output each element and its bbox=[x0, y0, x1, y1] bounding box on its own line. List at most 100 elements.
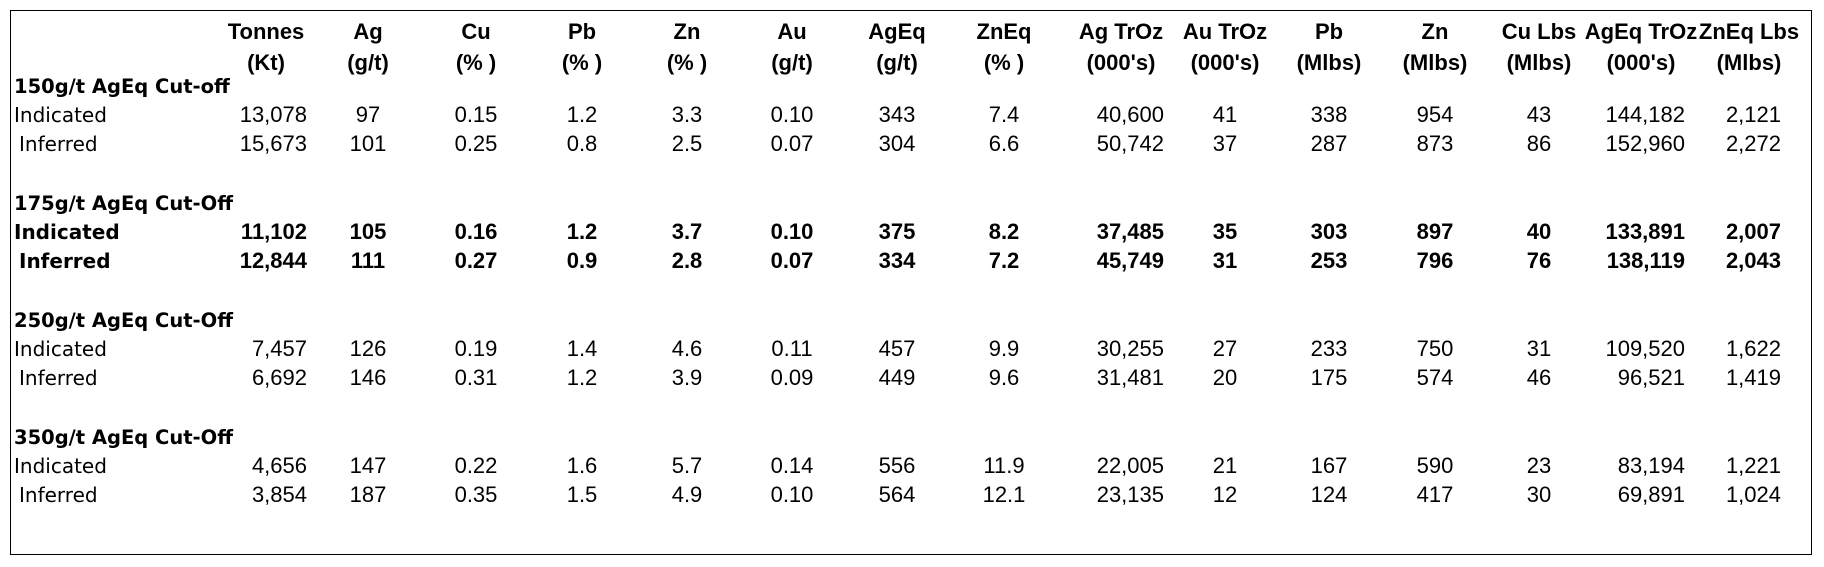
table-cell: 0.10 bbox=[770, 219, 814, 244]
column-header-title: Pb bbox=[567, 19, 597, 44]
table-cell: 23 bbox=[1526, 453, 1552, 478]
cutoff-section-title: 250g/t AgEq Cut-Off bbox=[11, 305, 1811, 337]
table-cell: 873 bbox=[1416, 131, 1454, 156]
table-cell: 101 bbox=[349, 131, 387, 156]
table-cell: 750 bbox=[1416, 336, 1454, 361]
table-cell: 1,221 bbox=[1725, 453, 1781, 478]
table-cell: 1.6 bbox=[566, 453, 598, 478]
table-cell: 31 bbox=[1212, 248, 1238, 273]
table-cell: 45,749 bbox=[1096, 248, 1164, 273]
table-cell: 1,419 bbox=[1725, 365, 1781, 390]
table-cell: 27 bbox=[1212, 336, 1238, 361]
table-cell: 0.10 bbox=[770, 482, 814, 507]
table-cell: 46 bbox=[1526, 365, 1552, 390]
table-cell: 152,960 bbox=[1605, 131, 1685, 156]
table-cell: 124 bbox=[1310, 482, 1348, 507]
table-cell: 954 bbox=[1416, 102, 1454, 127]
cutoff-section-title: 150g/t AgEq Cut-off bbox=[11, 71, 1811, 103]
column-header: Ag (g/t) bbox=[323, 16, 413, 78]
table-header: Tonnes (Kt) Ag (g/t) Cu (% ) Pb (% ) Zn (% ) Au (g/… bbox=[11, 16, 1811, 82]
column-header-title: Au bbox=[777, 19, 807, 44]
table-cell: 40,600 bbox=[1096, 102, 1164, 127]
column-header-title: Pb bbox=[1314, 19, 1344, 44]
column-header: Cu Lbs (Mlbs) bbox=[1489, 16, 1589, 78]
table-cell: 334 bbox=[878, 248, 916, 273]
column-header-title: AgEq bbox=[868, 19, 926, 44]
column-header: Cu (% ) bbox=[431, 16, 521, 78]
table-cell: 303 bbox=[1310, 219, 1348, 244]
table-cell: 31,481 bbox=[1096, 365, 1164, 390]
table-cell: 2,121 bbox=[1725, 102, 1781, 127]
column-header-title: AgEq TrOz bbox=[1584, 19, 1698, 44]
column-header-unit: (g/t) bbox=[347, 50, 389, 75]
category-label: Inferred bbox=[19, 366, 98, 390]
column-header-title: ZnEq Lbs bbox=[1698, 19, 1800, 44]
category-label: Indicated bbox=[14, 220, 120, 244]
table-cell: 556 bbox=[878, 453, 916, 478]
table-row: Inferred 15,673 101 0.25 0.8 2.5 0.07 304 6.6 50,… bbox=[11, 128, 1811, 160]
table-cell: 11.9 bbox=[983, 453, 1025, 478]
table-cell: 0.07 bbox=[770, 131, 814, 156]
table-cell: 449 bbox=[878, 365, 916, 390]
column-header-unit: (000's) bbox=[1086, 50, 1156, 75]
table-cell: 3.7 bbox=[671, 219, 703, 244]
column-header-unit: (000's) bbox=[1606, 50, 1676, 75]
column-header: Tonnes (Kt) bbox=[211, 16, 321, 78]
category-label: Indicated bbox=[14, 337, 107, 361]
table-row: Indicated 13,078 97 0.15 1.2 3.3 0.10 343 7.4 40,… bbox=[11, 99, 1811, 131]
column-header-title: Zn bbox=[1421, 19, 1449, 44]
table-cell: 287 bbox=[1310, 131, 1348, 156]
column-header-title: Zn bbox=[673, 19, 701, 44]
column-header-unit: (% ) bbox=[561, 50, 603, 75]
table-row: Indicated 11,102 105 0.16 1.2 3.7 0.10 375 8.2 37… bbox=[11, 216, 1811, 248]
table-cell: 31 bbox=[1526, 336, 1552, 361]
table-cell: 6.6 bbox=[988, 131, 1020, 156]
table-row: Inferred 12,844 111 0.27 0.9 2.8 0.07 334 7.2 45,… bbox=[11, 245, 1811, 277]
category-label: Inferred bbox=[19, 132, 98, 156]
table-cell: 4.9 bbox=[671, 482, 703, 507]
table-cell: 9.9 bbox=[988, 336, 1020, 361]
table-cell: 0.31 bbox=[454, 365, 498, 390]
table-cell: 338 bbox=[1310, 102, 1348, 127]
table-cell: 564 bbox=[878, 482, 916, 507]
table-cell: 0.07 bbox=[770, 248, 814, 273]
column-header-unit: (Mlbs) bbox=[1402, 50, 1468, 75]
table-cell: 126 bbox=[349, 336, 387, 361]
table-cell: 0.10 bbox=[770, 102, 814, 127]
table-cell: 7.2 bbox=[988, 248, 1020, 273]
table-cell: 133,891 bbox=[1605, 219, 1685, 244]
column-header: AgEq TrOz (000's) bbox=[1582, 16, 1700, 78]
column-header-title: Ag TrOz bbox=[1078, 19, 1164, 44]
table-cell: 590 bbox=[1416, 453, 1454, 478]
table-row: Inferred 6,692 146 0.31 1.2 3.9 0.09 449 9.6 31,4… bbox=[11, 362, 1811, 394]
table-cell: 0.09 bbox=[770, 365, 814, 390]
table-cell: 37,485 bbox=[1096, 219, 1164, 244]
column-header-title: ZnEq bbox=[976, 19, 1032, 44]
column-header: Pb (% ) bbox=[537, 16, 627, 78]
table-cell: 0.11 bbox=[771, 336, 813, 361]
table-cell: 20 bbox=[1212, 365, 1238, 390]
table-row: Inferred 3,854 187 0.35 1.5 4.9 0.10 564 12.1 23,… bbox=[11, 479, 1811, 511]
table-cell: 2,272 bbox=[1725, 131, 1781, 156]
table-cell: 167 bbox=[1310, 453, 1348, 478]
table-cell: 83,194 bbox=[1617, 453, 1685, 478]
table-cell: 6,692 bbox=[251, 365, 307, 390]
column-header-unit: (Mlbs) bbox=[1716, 50, 1782, 75]
cutoff-label: 250g/t AgEq Cut-Off bbox=[14, 309, 233, 332]
table-cell: 13,078 bbox=[239, 102, 307, 127]
table-cell: 0.14 bbox=[770, 453, 814, 478]
table-cell: 109,520 bbox=[1605, 336, 1685, 361]
table-cell: 86 bbox=[1526, 131, 1552, 156]
table-cell: 1,622 bbox=[1725, 336, 1781, 361]
column-header-unit: (Mlbs) bbox=[1506, 50, 1572, 75]
table-cell: 0.8 bbox=[566, 131, 598, 156]
table-cell: 12.1 bbox=[982, 482, 1026, 507]
table-cell: 15,673 bbox=[239, 131, 307, 156]
column-header-title: Cu Lbs bbox=[1501, 19, 1577, 44]
table-row: Indicated 7,457 126 0.19 1.4 4.6 0.11 457 9.9 30,… bbox=[11, 333, 1811, 365]
column-header: Au (g/t) bbox=[747, 16, 837, 78]
table-cell: 2.5 bbox=[671, 131, 703, 156]
table-cell: 147 bbox=[349, 453, 387, 478]
cutoff-section-title: 350g/t AgEq Cut-Off bbox=[11, 422, 1811, 454]
table-cell: 22,005 bbox=[1096, 453, 1164, 478]
